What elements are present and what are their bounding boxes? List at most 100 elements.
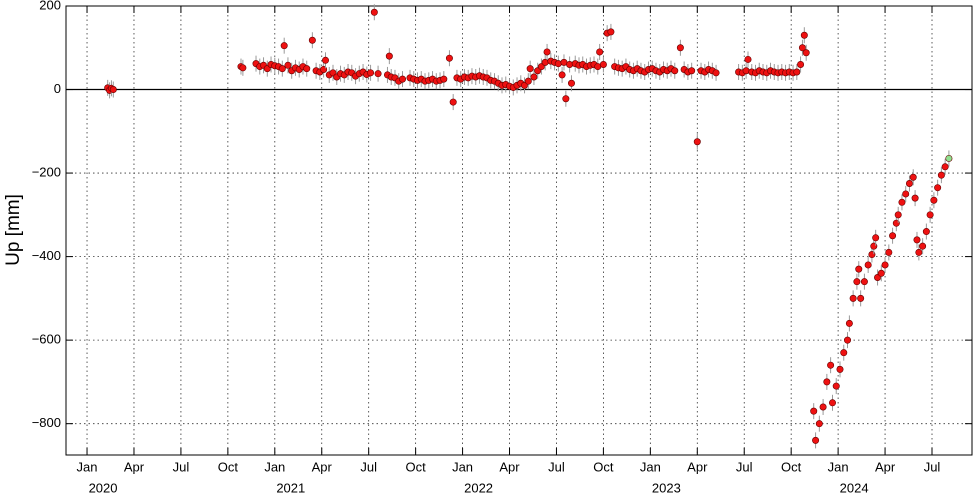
data-point	[558, 71, 566, 79]
data-point	[530, 73, 538, 81]
year-label: 2022	[464, 480, 493, 495]
data-point	[385, 52, 393, 60]
data-point	[840, 349, 848, 357]
data-point	[911, 194, 919, 202]
data-point	[526, 65, 534, 73]
x-tick-label: Oct	[593, 459, 614, 474]
y-axis-label: Up [mm]	[3, 194, 24, 266]
data-point	[308, 36, 316, 44]
data-point	[857, 294, 865, 302]
x-tick-label: Jan	[828, 459, 849, 474]
data-point	[881, 261, 889, 269]
data-point	[823, 378, 831, 386]
data-point	[449, 98, 457, 106]
data-point	[370, 8, 378, 16]
data-point	[562, 95, 570, 103]
data-point	[926, 211, 934, 219]
data-point	[607, 28, 615, 36]
data-point	[797, 60, 805, 68]
data-point	[919, 242, 927, 250]
x-tick-label: Jan	[452, 459, 473, 474]
data-point	[374, 70, 382, 78]
data-point	[945, 154, 953, 162]
x-tick-label: Jan	[264, 459, 285, 474]
data-point	[567, 79, 575, 87]
data-point	[798, 44, 806, 52]
y-tick-label: −200	[32, 165, 61, 180]
data-point	[239, 64, 247, 72]
data-point	[872, 234, 880, 242]
x-tick-label: Jul	[924, 459, 941, 474]
data-point	[800, 31, 808, 39]
data-point	[855, 265, 863, 273]
data-point	[815, 420, 823, 428]
x-tick-label: Jan	[77, 459, 98, 474]
data-point	[909, 173, 917, 181]
data-point	[676, 44, 684, 52]
data-point	[853, 278, 861, 286]
data-point	[934, 184, 942, 192]
data-point	[802, 49, 810, 57]
data-point	[930, 196, 938, 204]
y-tick-label: 0	[54, 81, 61, 96]
year-label: 2024	[840, 480, 869, 495]
x-tick-label: Jul	[548, 459, 565, 474]
data-point	[543, 48, 551, 56]
x-tick-label: Jul	[736, 459, 753, 474]
data-point	[860, 278, 868, 286]
data-point	[832, 382, 840, 390]
data-point	[596, 48, 604, 56]
x-tick-label: Oct	[781, 459, 802, 474]
x-tick-label: Jan	[640, 459, 661, 474]
data-point	[541, 58, 549, 66]
data-point	[693, 138, 701, 146]
x-tick-label: Apr	[687, 459, 708, 474]
data-point	[398, 75, 406, 83]
data-point	[524, 77, 532, 85]
data-point	[828, 399, 836, 407]
data-point	[915, 248, 923, 256]
x-tick-label: Oct	[406, 459, 427, 474]
data-point	[440, 75, 448, 83]
y-tick-label: −400	[32, 248, 61, 263]
data-point	[367, 69, 375, 77]
data-point	[941, 163, 949, 171]
data-point	[849, 294, 857, 302]
data-point	[599, 60, 607, 68]
y-tick-label: 200	[39, 0, 61, 12]
x-tick-label: Oct	[218, 459, 239, 474]
data-point	[303, 65, 311, 73]
data-point	[845, 319, 853, 327]
y-tick-label: −600	[32, 332, 61, 347]
data-point	[810, 407, 818, 415]
x-tick-label: Jul	[173, 459, 190, 474]
data-point	[819, 403, 827, 411]
data-point	[827, 361, 835, 369]
x-tick-label: Apr	[875, 459, 896, 474]
data-point	[812, 436, 820, 444]
data-point	[742, 67, 750, 75]
data-point	[554, 60, 562, 68]
data-point	[877, 269, 885, 277]
year-label: 2021	[276, 480, 305, 495]
data-point	[280, 42, 288, 50]
data-point	[793, 68, 801, 76]
x-tick-label: Jul	[360, 459, 377, 474]
data-point	[445, 54, 453, 62]
data-point	[278, 65, 286, 73]
data-point	[902, 190, 910, 198]
data-point	[284, 61, 292, 69]
data-point	[905, 180, 913, 188]
data-point	[937, 171, 945, 179]
data-point	[671, 67, 679, 75]
data-point	[913, 236, 921, 244]
data-point	[885, 248, 893, 256]
data-point	[109, 86, 117, 94]
x-tick-label: Apr	[124, 459, 145, 474]
data-point	[712, 69, 720, 77]
data-point	[744, 55, 752, 63]
data-point	[836, 365, 844, 373]
year-label: 2023	[652, 480, 681, 495]
data-point	[844, 336, 852, 344]
